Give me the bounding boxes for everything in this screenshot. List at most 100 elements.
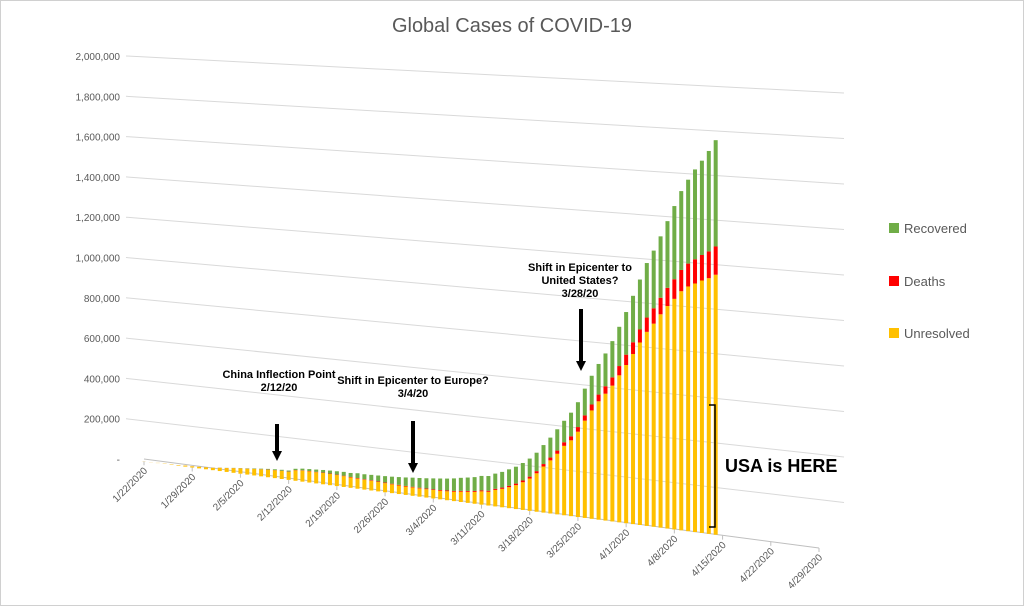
y-tick-label: 200,000	[84, 415, 121, 426]
bar-unresolved	[479, 491, 484, 505]
bar-stack	[465, 477, 470, 503]
bar-unresolved	[197, 466, 202, 469]
bar-stack	[631, 295, 636, 525]
bar-unresolved	[431, 489, 436, 499]
bar-recovered	[582, 388, 587, 416]
bar-unresolved	[562, 445, 567, 516]
bar-recovered	[713, 140, 718, 247]
annotation-text: China Inflection Point	[222, 369, 335, 381]
bar-unresolved	[472, 491, 477, 504]
bar-recovered	[679, 191, 684, 270]
bar-stack	[458, 477, 463, 503]
bar-stack	[693, 169, 698, 533]
bar-recovered	[355, 473, 360, 479]
bar-recovered	[321, 469, 326, 473]
bar-deaths	[493, 488, 498, 490]
gridline	[125, 216, 845, 276]
bar-stack	[644, 263, 649, 526]
bar-unresolved	[596, 401, 601, 520]
bar-stack	[410, 477, 415, 496]
bar-deaths	[403, 485, 408, 487]
bar-recovered	[341, 471, 346, 476]
bar-stack	[679, 191, 684, 531]
bar-stack	[279, 469, 284, 480]
gridline	[125, 297, 845, 367]
legend-swatch-unresolved	[889, 328, 899, 338]
annotation-text: 3/28/20	[562, 288, 599, 300]
bar-recovered	[334, 471, 339, 475]
bar-deaths	[693, 259, 698, 284]
bar-stack	[610, 341, 615, 522]
bar-stack	[534, 452, 539, 512]
bar-unresolved	[706, 278, 711, 534]
bar-stack	[190, 466, 195, 468]
bar-unresolved	[355, 478, 360, 489]
bar-stack	[272, 469, 277, 479]
y-tick-label: 1,800,000	[76, 92, 121, 103]
gridline	[125, 176, 845, 230]
bar-unresolved	[183, 465, 188, 467]
bar-unresolved	[610, 385, 615, 522]
bar-unresolved	[321, 473, 326, 485]
bar-deaths	[534, 471, 539, 474]
bar-recovered	[555, 429, 560, 451]
bar-deaths	[417, 487, 422, 489]
bar-stack	[665, 221, 670, 529]
bar-stack	[286, 470, 291, 480]
bar-stack	[451, 478, 456, 502]
bar-unresolved	[190, 466, 195, 468]
bar-unresolved	[424, 489, 429, 498]
bar-stack	[183, 465, 188, 467]
y-tick-label: 1,400,000	[76, 173, 121, 184]
bar-stack	[438, 478, 443, 500]
bar-unresolved	[341, 476, 346, 487]
bar-unresolved	[679, 291, 684, 531]
bar-unresolved	[203, 467, 208, 470]
bar-unresolved	[383, 483, 388, 493]
bar-unresolved	[644, 331, 649, 526]
bar-stack	[562, 420, 567, 516]
bar-unresolved	[541, 466, 546, 513]
gridline	[125, 337, 845, 412]
bar-stack	[527, 458, 532, 511]
bar-recovered	[706, 150, 711, 252]
x-tick-label: 2/19/2020	[304, 490, 344, 530]
bar-recovered	[369, 474, 374, 481]
bar-deaths	[617, 366, 622, 376]
x-tick-label: 2/5/2020	[211, 478, 247, 514]
chart-title: Global Cases of COVID-19	[392, 15, 632, 37]
bar-stack	[383, 476, 388, 493]
x-tick-label: 2/12/2020	[256, 484, 296, 524]
bar-unresolved	[686, 286, 691, 532]
bar-recovered	[617, 326, 622, 367]
bar-recovered	[259, 468, 264, 470]
bar-stack	[555, 429, 560, 515]
bar-stack	[603, 353, 608, 521]
bar-recovered	[396, 477, 401, 485]
bar-deaths	[527, 476, 532, 479]
bar-unresolved	[458, 491, 463, 503]
bar-recovered	[534, 452, 539, 472]
bar-unresolved	[493, 489, 498, 507]
bar-unresolved	[238, 468, 243, 474]
bar-stack	[417, 478, 422, 497]
bar-deaths	[575, 427, 580, 432]
bar-unresolved	[451, 491, 456, 502]
bar-recovered	[300, 468, 305, 471]
bar-recovered	[376, 475, 381, 482]
bar-stack	[265, 468, 270, 478]
bar-unresolved	[582, 420, 587, 518]
gridline	[125, 257, 845, 321]
bar-recovered	[589, 375, 594, 405]
bar-unresolved	[445, 491, 450, 501]
bar-unresolved	[348, 477, 353, 488]
bar-stack	[362, 474, 367, 490]
bar-stack	[493, 473, 498, 507]
bar-unresolved	[252, 468, 257, 476]
bar-recovered	[603, 353, 608, 387]
bar-deaths	[500, 487, 505, 489]
x-tick-label: 4/8/2020	[645, 533, 681, 569]
bar-deaths	[431, 489, 436, 490]
